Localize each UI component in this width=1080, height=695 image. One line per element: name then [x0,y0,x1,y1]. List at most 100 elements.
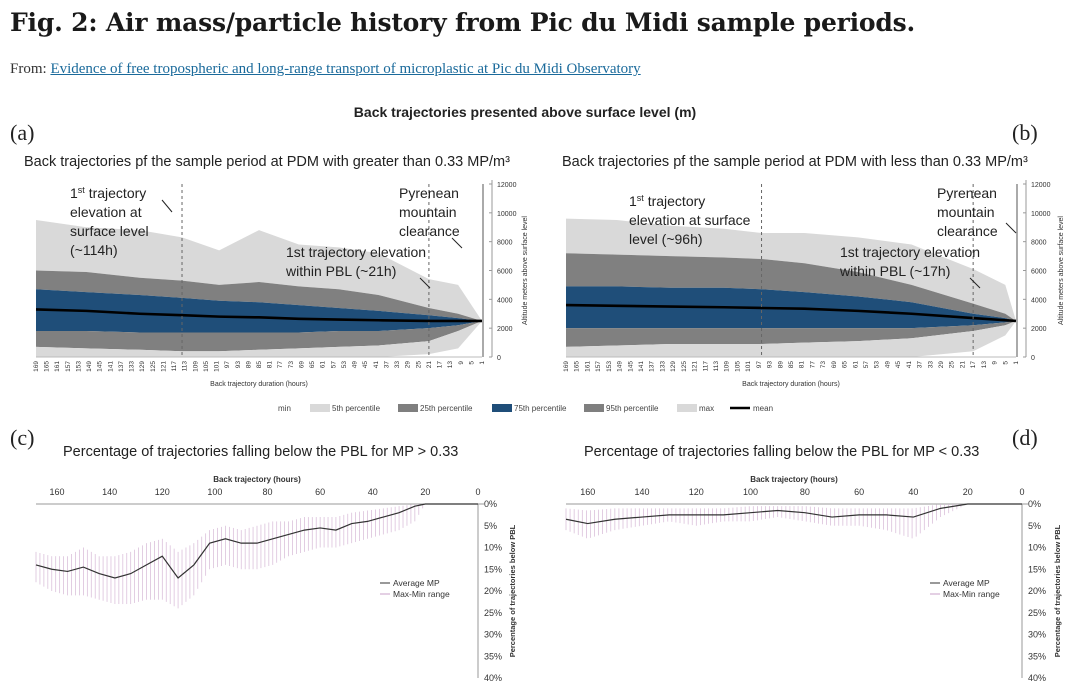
annotation-pyrenean: mountain [399,204,457,220]
y-tick-label: 20% [1028,586,1046,596]
x-axis-title: Back trajectory duration (hours) [210,381,308,388]
x-tick-label: 161 [54,361,61,372]
annotation-line: 1st trajectory [70,185,146,201]
trajectory-chart-a: Back trajectories pf the sample period a… [24,154,529,388]
y-tick-label: 0 [1031,355,1035,362]
legend-label: Average MP [393,578,440,588]
y-tick-label: 35% [484,651,502,661]
x-tick-label: 1 [479,361,486,365]
y-tick-label: 10000 [1031,211,1051,218]
y-tick-label: 4000 [497,297,513,304]
x-tick-label: 109 [724,361,731,372]
y-tick-label: 40% [1028,673,1046,683]
chart-title-c: Percentage of trajectories falling below… [63,444,458,460]
x-tick-label: 65 [309,361,316,369]
source-article-link[interactable]: Evidence of free tropospheric and long-r… [50,61,641,77]
x-axis-title: Back trajectory (hours) [213,475,301,484]
figure-supertitle: Back trajectories presented above surfac… [353,104,697,120]
average-mp-line [35,503,478,579]
x-tick-label: 21 [426,361,433,369]
x-tick-label: 0 [1019,487,1024,497]
annotation-pyrenean: clearance [937,223,998,239]
panel-label-a: (a) [10,120,35,145]
x-tick-label: 20 [420,487,430,497]
x-tick-label: 97 [224,361,231,369]
y-axis-title: Percentage of trajectories below PBL [1053,524,1062,657]
x-tick-label: 101 [745,361,752,372]
x-tick-label: 169 [33,361,40,372]
x-tick-label: 153 [606,361,613,372]
top-legend: min 5th percentile 25th percentile 75th per… [278,404,773,413]
x-tick-label: 40 [368,487,378,497]
x-tick-label: 25 [949,361,956,369]
chart-title-b: Back trajectories pf the sample period a… [562,154,1028,170]
annotation-line: level (~96h) [629,231,703,247]
pbl-chart-d: Percentage of trajectories falling below… [565,444,1062,683]
x-tick-label: 109 [192,361,199,372]
annotation-pbl-line2: within PBL (~17h) [839,263,950,279]
x-tick-label: 57 [863,361,870,369]
from-label: From: [10,61,47,77]
y-tick-label: 4000 [1031,297,1047,304]
x-tick-label: 60 [315,487,325,497]
chart-title-a: Back trajectories pf the sample period a… [24,154,510,170]
x-tick-label: 81 [799,361,806,369]
legend-label: 75th percentile [514,404,567,413]
legend-swatch [398,404,418,412]
x-tick-label: 137 [649,361,656,372]
x-tick-label: 53 [874,361,881,369]
legend-label: Average MP [943,578,990,588]
x-tick-label: 125 [150,361,157,372]
x-tick-label: 97 [756,361,763,369]
y-tick-label: 30% [484,630,502,640]
annotation-first-surface: 1st trajectory elevation at surface level … [629,193,751,247]
y-tick-label: 12000 [1031,182,1051,189]
x-tick-label: 17 [437,361,444,369]
x-tick-label: 20 [963,487,973,497]
x-tick-label: 121 [160,361,167,372]
legend-label: mean [753,404,773,413]
legend-swatch [677,404,697,412]
legend-label: max [699,404,714,413]
panel-label-b: (b) [1012,120,1038,145]
x-tick-label: 165 [44,361,51,372]
legend-swatch [492,404,512,412]
y-tick-label: 2000 [497,326,513,333]
mean-line [35,308,482,323]
arrow-icon [161,199,173,213]
y-tick-label: 20% [484,586,502,596]
x-tick-label: 145 [627,361,634,372]
source-line: From: Evidence of free tropospheric and … [10,61,641,78]
y-tick-label: 5% [484,521,497,531]
y-tick-label: 6000 [1031,269,1047,276]
x-tick-label: 129 [139,361,146,372]
y-tick-label: 25% [1028,608,1046,618]
y-tick-label: 15% [484,564,502,574]
max-min-range [35,504,424,609]
x-tick-label: 133 [129,361,136,372]
x-tick-label: 0 [475,487,480,497]
x-tick-label: 5 [1002,361,1009,365]
x-tick-label: 37 [383,361,390,369]
x-tick-label: 120 [689,487,704,497]
x-tick-label: 45 [362,361,369,369]
y-tick-label: 8000 [1031,240,1047,247]
x-tick-label: 61 [320,361,327,369]
y-axis-title: Altitude meters above surface level [522,216,529,325]
x-tick-label: 140 [634,487,649,497]
band-5th-percentile [566,320,1016,357]
annotation-pyrenean: clearance [399,223,460,239]
y-axis-title: Percentage of trajectories below PBL [508,524,517,657]
y-tick-label: 2000 [1031,326,1047,333]
legend-label: Max-Min range [393,589,450,599]
x-tick-label: 117 [171,361,178,372]
x-tick-label: 157 [65,361,72,372]
band-max [36,220,482,321]
annotation-pyrenean: Pyrenean [399,185,459,201]
annotation-line: elevation at surface [629,212,751,228]
band-95th-percentile [566,253,1016,321]
band-max [566,218,1016,321]
y-tick-label: 10% [1028,543,1046,553]
annotation-line: surface level [70,223,149,239]
